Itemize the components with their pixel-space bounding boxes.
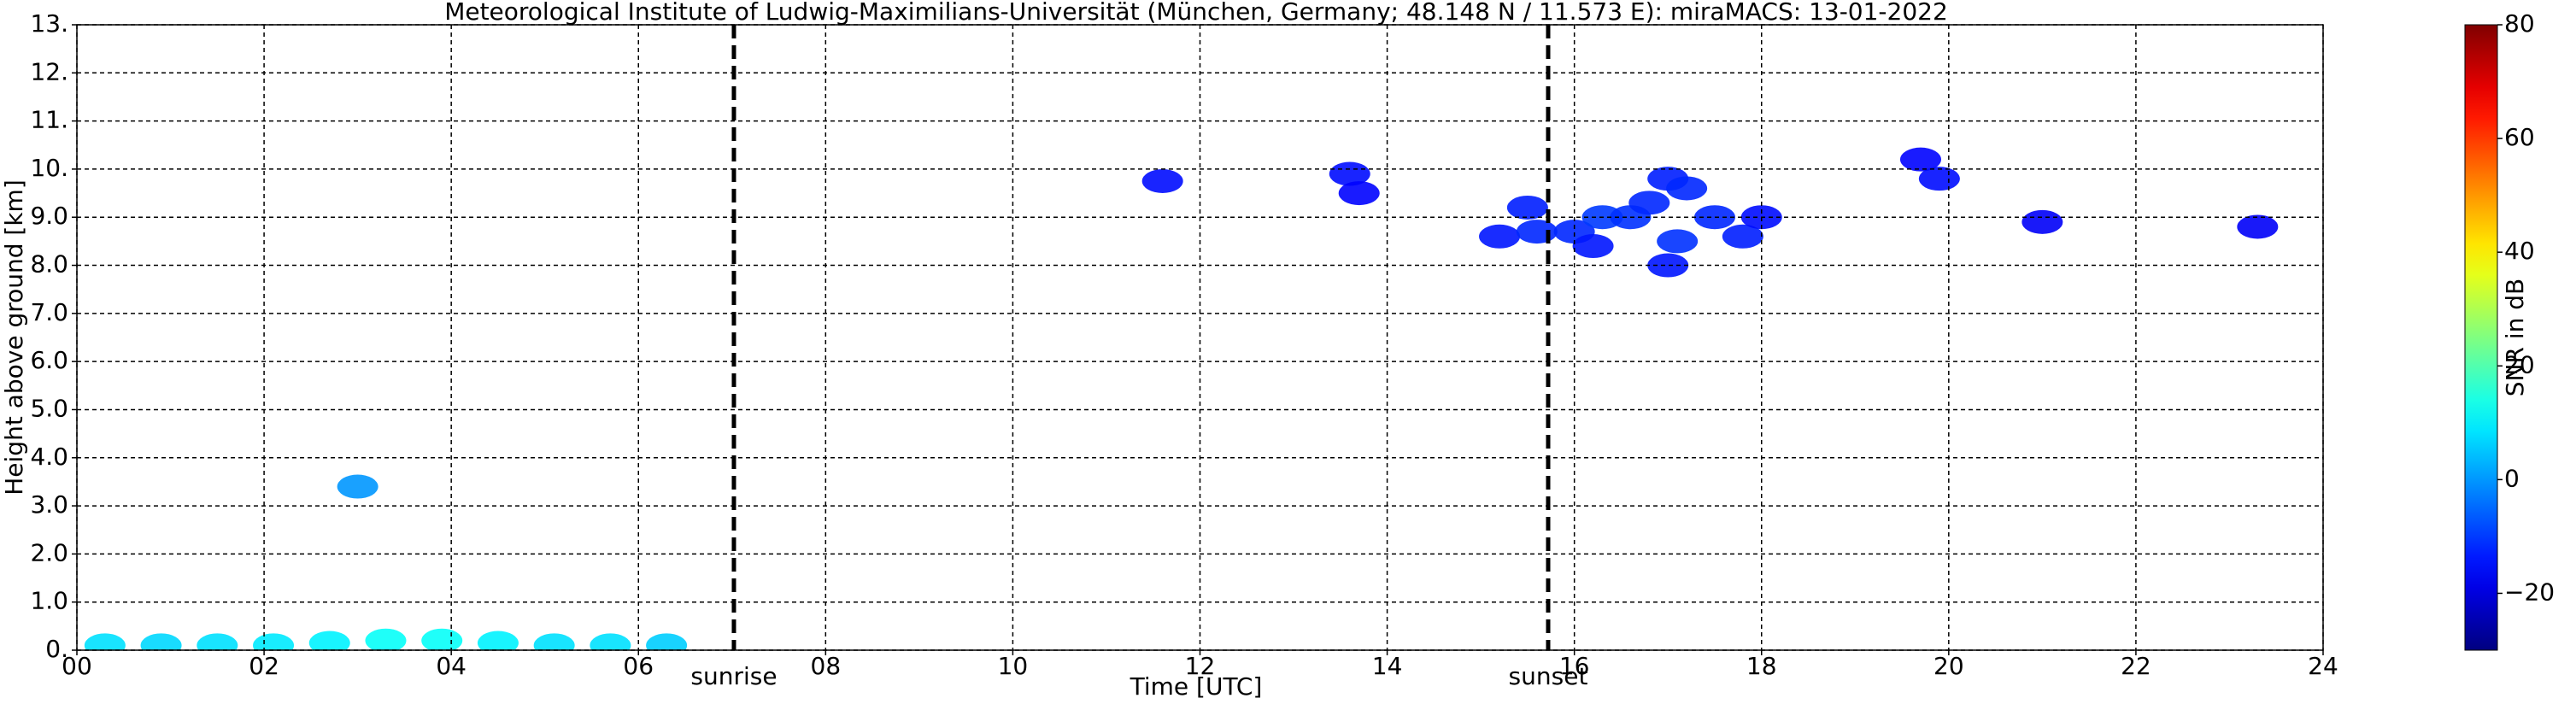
echo-cell [197, 633, 238, 650]
colorbar-tick-label: 40 [2504, 237, 2535, 265]
echo-cell [421, 628, 463, 650]
x-tick-label: 12 [1185, 652, 1216, 680]
y-tick-label: 3.0 [30, 490, 68, 519]
y-tick-label: 12. [30, 57, 68, 85]
colorbar-tick-label: 20 [2504, 350, 2535, 378]
y-tick-label: 0. [45, 635, 68, 663]
x-tick-label: 16 [1559, 652, 1590, 680]
echo-cell [1693, 205, 1735, 230]
echo-cell [2021, 209, 2063, 234]
echo-cell [1572, 234, 1614, 259]
echo-cell [2237, 214, 2279, 239]
x-tick-label: 06 [623, 652, 654, 680]
y-tick-label: 6.0 [30, 346, 68, 374]
echo-cell [253, 633, 295, 650]
echo-cell [1329, 161, 1370, 186]
y-tick-label: 10. [30, 154, 68, 182]
echo-cell [308, 631, 350, 650]
echo-cell [1141, 169, 1183, 193]
x-tick-label: 04 [436, 652, 466, 680]
y-tick-label: 7.0 [30, 298, 68, 326]
x-tick-label: 18 [1746, 652, 1777, 680]
echo-cell [140, 633, 182, 650]
echo-cell [1647, 253, 1689, 278]
echo-cell [1666, 176, 1708, 201]
echo-cell [337, 474, 378, 499]
echo-cell [533, 633, 575, 650]
x-tick-label: 22 [2121, 652, 2151, 680]
echo-cell [1338, 181, 1380, 206]
y-tick-label: 13. [30, 9, 68, 38]
echo-cell [590, 633, 631, 650]
echo-cell [1899, 147, 1941, 172]
x-tick-label: 00 [62, 652, 92, 680]
colorbar-tick-label: 60 [2504, 123, 2535, 151]
echo-cell [477, 631, 519, 650]
colorbar-tick-label: 80 [2504, 9, 2535, 38]
colorbar-tick-label: 0 [2504, 464, 2520, 492]
y-tick-label: 5.0 [30, 394, 68, 422]
echo-cell [1479, 224, 1521, 249]
colorbar [2464, 24, 2498, 651]
echo-cell [1506, 195, 1548, 220]
x-tick-label: 10 [998, 652, 1029, 680]
y-tick-label: 4.0 [30, 443, 68, 471]
echo-cell [646, 633, 688, 650]
colorbar-label: SNR in dB [2501, 279, 2529, 396]
y-tick-label: 9.0 [30, 202, 68, 230]
y-tick-label: 2.0 [30, 538, 68, 566]
echo-cell [365, 628, 407, 650]
y-tick-label: 8.0 [30, 250, 68, 279]
chart-title: Meteorological Institute of Ludwig-Maxim… [444, 0, 1948, 26]
echo-layer [84, 147, 2279, 650]
x-tick-label: 20 [1933, 652, 1964, 680]
x-tick-label: 02 [249, 652, 279, 680]
echo-cell [1516, 220, 1558, 244]
echo-cell [1657, 229, 1699, 254]
y-tick-label: 11. [30, 106, 68, 134]
echo-cell [1628, 191, 1670, 215]
annotation-label: sunrise [690, 662, 777, 690]
annotation-label: sunset [1509, 662, 1588, 690]
colorbar-tick-label: −20 [2504, 578, 2555, 606]
plot-frame [76, 24, 2324, 651]
x-tick-label: 24 [2308, 652, 2338, 680]
x-tick-label: 14 [1372, 652, 1403, 680]
y-tick-label: 1.0 [30, 587, 68, 615]
echo-cell [84, 633, 126, 650]
x-axis-label: Time [UTC] [1130, 672, 1263, 701]
y-axis-label: Height above ground [km] [0, 179, 28, 496]
x-tick-label: 08 [811, 652, 842, 680]
echo-cell [1918, 167, 1960, 191]
echo-cell [1722, 224, 1763, 249]
